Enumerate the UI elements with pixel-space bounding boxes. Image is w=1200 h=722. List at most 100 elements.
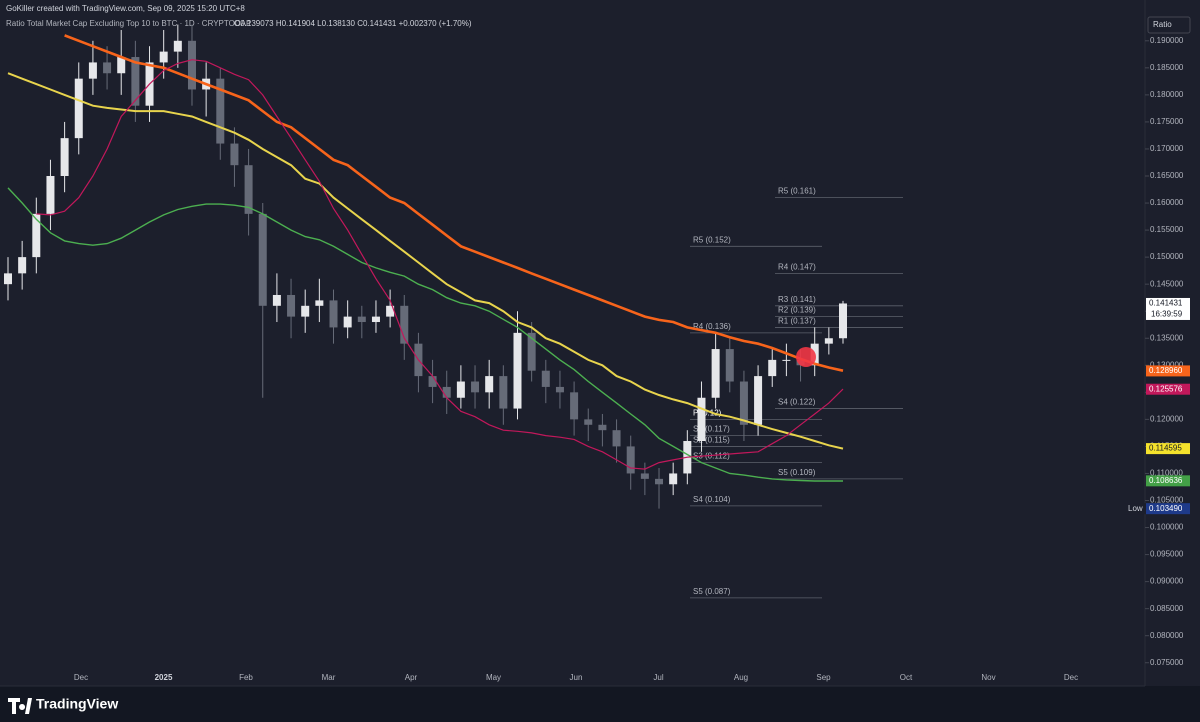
y-tick-label: 0.130000 [1150, 360, 1184, 369]
pivot-label: R2 (0.139) [778, 306, 816, 315]
pivot-label: S4 (0.104) [693, 495, 731, 504]
candle-body [782, 359, 791, 361]
candle-body [173, 40, 182, 52]
y-tick-label: 0.080000 [1150, 631, 1184, 640]
x-tick-label: Jul [653, 673, 663, 682]
candle-body [329, 300, 338, 328]
candle-body [711, 349, 720, 398]
ohlc: O0.139073 H0.141904 L0.138130 C0.141431 … [234, 19, 472, 28]
candle-body [287, 294, 296, 317]
y-tick-label: 0.160000 [1150, 198, 1184, 207]
candle-body [216, 78, 225, 144]
y-tick-label: 0.100000 [1150, 523, 1184, 532]
y-tick-label: 0.085000 [1150, 604, 1184, 613]
y-tick-label: 0.075000 [1150, 658, 1184, 667]
marker [796, 347, 816, 367]
candle-body [640, 473, 649, 479]
candle-body [499, 376, 508, 409]
candle-body [46, 176, 55, 214]
candle-body [230, 143, 239, 166]
pivot-label: R4 (0.147) [778, 262, 816, 271]
x-tick-label: Apr [405, 673, 418, 682]
candle-body [626, 446, 635, 474]
pivot-label: S3 (0.112) [693, 452, 730, 461]
y-tick-label: 0.190000 [1150, 36, 1184, 45]
candle-body [4, 273, 12, 285]
pivot-label: S5 (0.109) [778, 468, 816, 477]
candle-body [768, 359, 777, 377]
candle-body [343, 316, 352, 328]
y-tick-label: 0.120000 [1150, 414, 1184, 423]
candle-body [598, 424, 607, 431]
pivot-label: R5 (0.161) [778, 187, 816, 196]
candle-body [725, 349, 734, 382]
pivot-label: S5 (0.087) [693, 587, 731, 596]
price-tag-time: 16:39:59 [1151, 310, 1183, 319]
price-tag-prefix-box [1124, 503, 1146, 515]
y-tick-label: 0.175000 [1150, 117, 1184, 126]
price-tag-label: 0.108636 [1149, 476, 1183, 485]
price-tag [1146, 443, 1190, 455]
candle-body [513, 332, 522, 409]
price-tag [1146, 475, 1190, 487]
moving-average [7, 72, 844, 450]
pivot-label: S4 (0.122) [778, 398, 816, 407]
candle-body [60, 138, 69, 177]
x-tick-label: May [486, 673, 501, 682]
candle-body [32, 213, 41, 258]
price-tag-label: 0.125576 [1149, 384, 1183, 393]
moving-average [7, 187, 843, 482]
candle-body [471, 381, 480, 393]
y-tick-label: 0.170000 [1150, 144, 1184, 153]
candle-body [612, 430, 621, 447]
brand: TradingView [36, 696, 118, 712]
candle-body [301, 305, 310, 317]
footer-bar [0, 686, 1200, 722]
candle-body [131, 57, 140, 106]
candle-body [527, 332, 536, 371]
candle-body [386, 305, 395, 317]
y-tick-label: 0.155000 [1150, 225, 1184, 234]
y-tick-label: 0.185000 [1150, 63, 1184, 72]
candle-body [754, 376, 763, 425]
candle-body [18, 257, 27, 274]
pivot-label: P (0.12) [693, 408, 722, 417]
x-tick-label: Feb [239, 673, 253, 682]
x-tick-label: Aug [734, 673, 748, 682]
y-tick-label: 0.165000 [1150, 171, 1184, 180]
candle-body [655, 478, 664, 485]
candle-body [400, 305, 409, 344]
candle-body [669, 473, 678, 485]
x-tick-label: Dec [74, 673, 88, 682]
candle-body [824, 338, 833, 344]
y-tick-label: 0.110000 [1150, 469, 1183, 478]
candle-body [371, 316, 380, 323]
axis-label-box [1147, 16, 1191, 34]
candle-body [244, 165, 253, 214]
pivot-label: R1 (0.137) [778, 317, 816, 326]
x-tick-label: Mar [322, 673, 336, 682]
x-tick-label: Dec [1064, 673, 1078, 682]
pivot-label: R4 (0.136) [693, 322, 731, 331]
price-tag-label: 0.128960 [1149, 366, 1183, 375]
candle-body [428, 376, 437, 387]
y-tick-label: 0.180000 [1150, 90, 1184, 99]
price-tag [1146, 383, 1190, 395]
price-tag-label: 0.141431 [1149, 299, 1183, 308]
price-tag [1146, 297, 1190, 320]
price-tag [1146, 365, 1190, 377]
price-tag-label: 0.114595 [1149, 444, 1182, 453]
candle-body [357, 316, 366, 323]
candle-body [555, 386, 564, 393]
x-tick-label: Oct [900, 673, 913, 682]
brand-logo [8, 698, 32, 714]
candle-body [456, 381, 465, 398]
candle-body [584, 419, 593, 425]
candle-body [739, 381, 748, 425]
candle-body [442, 386, 451, 398]
x-tick-label: Nov [981, 673, 995, 682]
candle-body [74, 78, 83, 139]
pivot-label: S2 (0.115) [693, 436, 730, 445]
